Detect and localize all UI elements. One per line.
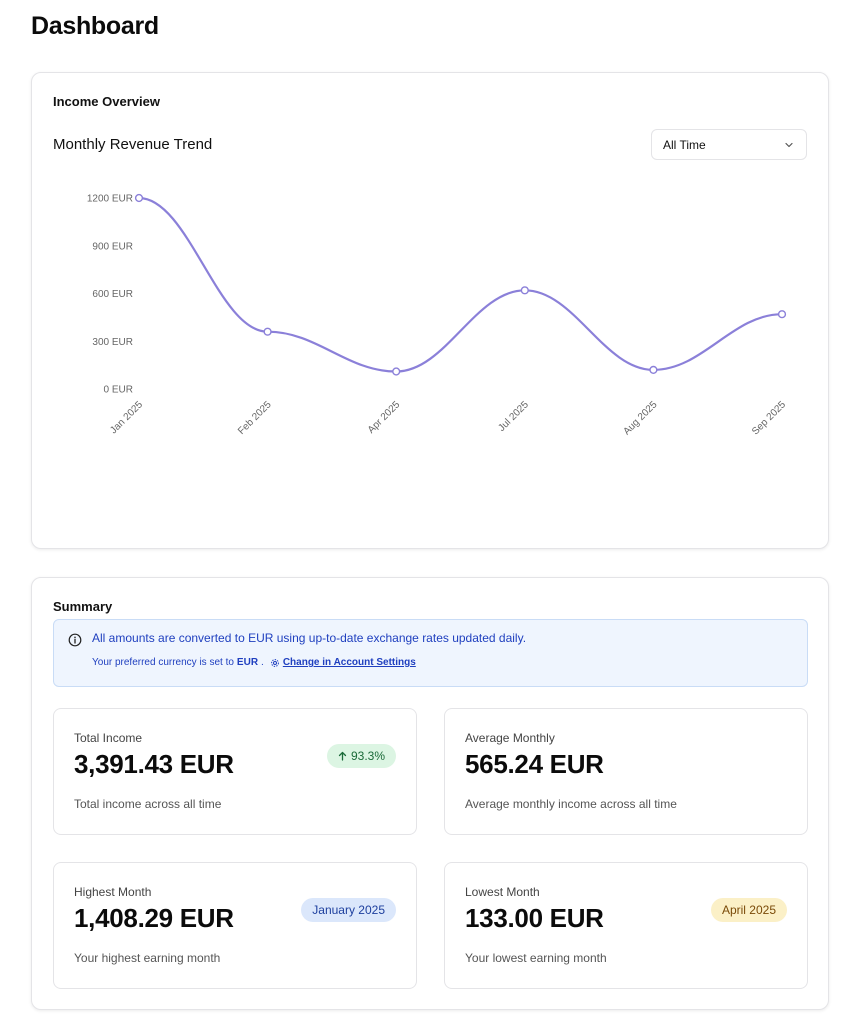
y-tick-label: 300 EUR: [92, 337, 133, 348]
data-point[interactable]: [134, 193, 144, 203]
lowest-month-card: Lowest Month 133.00 EUR April 2025 Your …: [444, 862, 808, 989]
data-point[interactable]: [263, 327, 272, 336]
revenue-series-line: [138, 196, 783, 373]
time-range-value: All Time: [663, 137, 706, 152]
x-tick-label: Aug 2025: [621, 399, 659, 437]
income-overview-card: Income Overview Monthly Revenue Trend Al…: [31, 72, 829, 549]
highest-month-card: Highest Month 1,408.29 EUR January 2025 …: [53, 862, 417, 989]
data-point[interactable]: [649, 365, 658, 375]
lowest-month-description: Your lowest earning month: [465, 951, 607, 965]
summary-heading: Summary: [53, 599, 113, 614]
summary-card: Summary All amounts are converted to EUR…: [31, 577, 829, 1010]
y-tick-label: 1200 EUR: [87, 194, 133, 205]
lowest-month-badge: April 2025: [710, 898, 787, 922]
y-tick-label: 0 EUR: [104, 385, 133, 396]
account-settings-link[interactable]: Change in Account Settings: [282, 657, 416, 668]
average-monthly-description: Average monthly income across all time: [465, 797, 677, 811]
preferred-currency-prefix: Your preferred currency is set to: [92, 657, 234, 668]
average-monthly-value: 565.24 EUR: [465, 749, 604, 779]
chevron-down-icon: [785, 142, 793, 147]
income-overview-heading: Income Overview: [53, 94, 160, 109]
x-tick-label: Jul 2025: [496, 399, 531, 434]
highest-month-value: 1,408.29 EUR: [74, 903, 234, 933]
y-tick-label: 600 EUR: [92, 289, 133, 300]
currency-info-banner: All amounts are converted to EUR using u…: [53, 619, 808, 687]
x-tick-label: Jan 2025: [108, 399, 145, 436]
highest-month-description: Your highest earning month: [74, 951, 221, 965]
info-text: All amounts are converted to EUR using u…: [92, 631, 527, 645]
x-axis: Jan 2025 Feb 2025 Apr 2025 Jul 2025 Aug 2025…: [108, 399, 788, 437]
page-title: Dashboard: [31, 12, 159, 40]
info-icon: [68, 633, 82, 647]
data-point[interactable]: [777, 310, 787, 319]
lowest-month-value: 133.00 EUR: [465, 903, 604, 933]
time-range-select[interactable]: All Time: [651, 129, 807, 160]
x-tick-label: Feb 2025: [236, 399, 274, 437]
growth-badge-text: 93.3%: [350, 749, 385, 763]
preferred-currency-suffix: .: [261, 657, 264, 668]
y-tick-label: 900 EUR: [92, 241, 133, 252]
average-monthly-label: Average Monthly: [465, 731, 555, 745]
data-points: [134, 193, 787, 376]
preferred-currency-text: Your preferred currency is set to EUR. C…: [92, 657, 416, 668]
x-tick-label: Sep 2025: [750, 399, 788, 437]
total-income-label: Total Income: [74, 731, 143, 745]
x-tick-label: Apr 2025: [366, 399, 403, 436]
highest-month-badge: January 2025: [301, 898, 396, 922]
highest-month-label: Highest Month: [74, 885, 152, 899]
total-income-value: 3,391.43 EUR: [74, 749, 234, 779]
total-income-description: Total income across all time: [74, 797, 222, 811]
arrow-up-icon: [338, 751, 347, 761]
y-axis: 1200 EUR 900 EUR 600 EUR 300 EUR 0 EUR: [87, 194, 133, 396]
chart-title: Monthly Revenue Trend: [53, 136, 213, 153]
preferred-currency-value: EUR: [236, 657, 259, 668]
data-point[interactable]: [520, 286, 529, 295]
lowest-month-label: Lowest Month: [465, 885, 540, 899]
average-monthly-card: Average Monthly 565.24 EUR Average month…: [444, 708, 808, 835]
growth-badge: 93.3%: [326, 744, 396, 768]
data-point[interactable]: [392, 367, 401, 376]
gear-icon: [270, 658, 279, 667]
revenue-line-chart: 1200 EUR 900 EUR 600 EUR 300 EUR 0 EUR Jan 2…: [87, 193, 789, 438]
total-income-card: Total Income 3,391.43 EUR 93.3% Total in…: [53, 708, 417, 835]
